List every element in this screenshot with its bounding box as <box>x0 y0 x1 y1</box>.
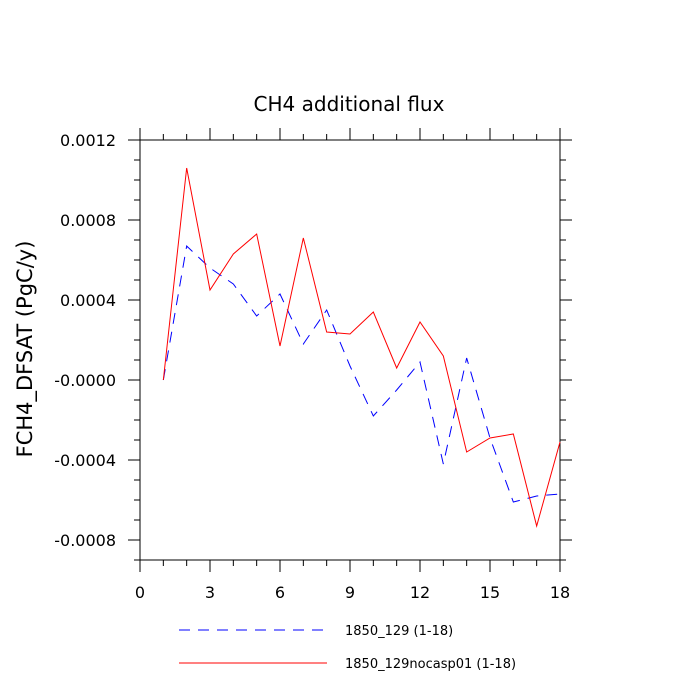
x-tick-label: 9 <box>345 583 355 602</box>
series-layer <box>162 167 561 528</box>
x-tick-label: 3 <box>205 583 215 602</box>
series-line-1 <box>162 244 561 503</box>
x-tick-label: 18 <box>550 583 570 602</box>
y-axis-label: FCH4_DFSAT (PgC/y) <box>13 241 38 458</box>
legend: 1850_129 (1-18) 1850_129nocasp01 (1-18) <box>179 624 516 672</box>
chart-title: CH4 additional flux <box>254 92 445 116</box>
y-tick-label: 0.0004 <box>60 291 116 310</box>
x-tick-label: 0 <box>135 583 145 602</box>
axis-ticks: 0 3 6 9 12 15 18 0.0012 0.0008 0.0004 -0.0000 -0.00… <box>54 128 572 602</box>
series-line-2 <box>162 167 561 528</box>
y-tick-label: -0.0000 <box>54 371 116 390</box>
x-tick-label: 6 <box>275 583 285 602</box>
legend-label-1: 1850_129 (1-18) <box>345 624 453 639</box>
legend-label-2: 1850_129nocasp01 (1-18) <box>345 657 516 672</box>
x-tick-label: 15 <box>480 583 500 602</box>
y-tick-label: -0.0004 <box>54 451 116 470</box>
y-tick-label: 0.0012 <box>60 131 116 150</box>
y-tick-label: -0.0008 <box>54 531 116 550</box>
y-tick-label: 0.0008 <box>60 211 116 230</box>
x-tick-label: 12 <box>410 583 430 602</box>
plot-frame <box>139 139 561 561</box>
